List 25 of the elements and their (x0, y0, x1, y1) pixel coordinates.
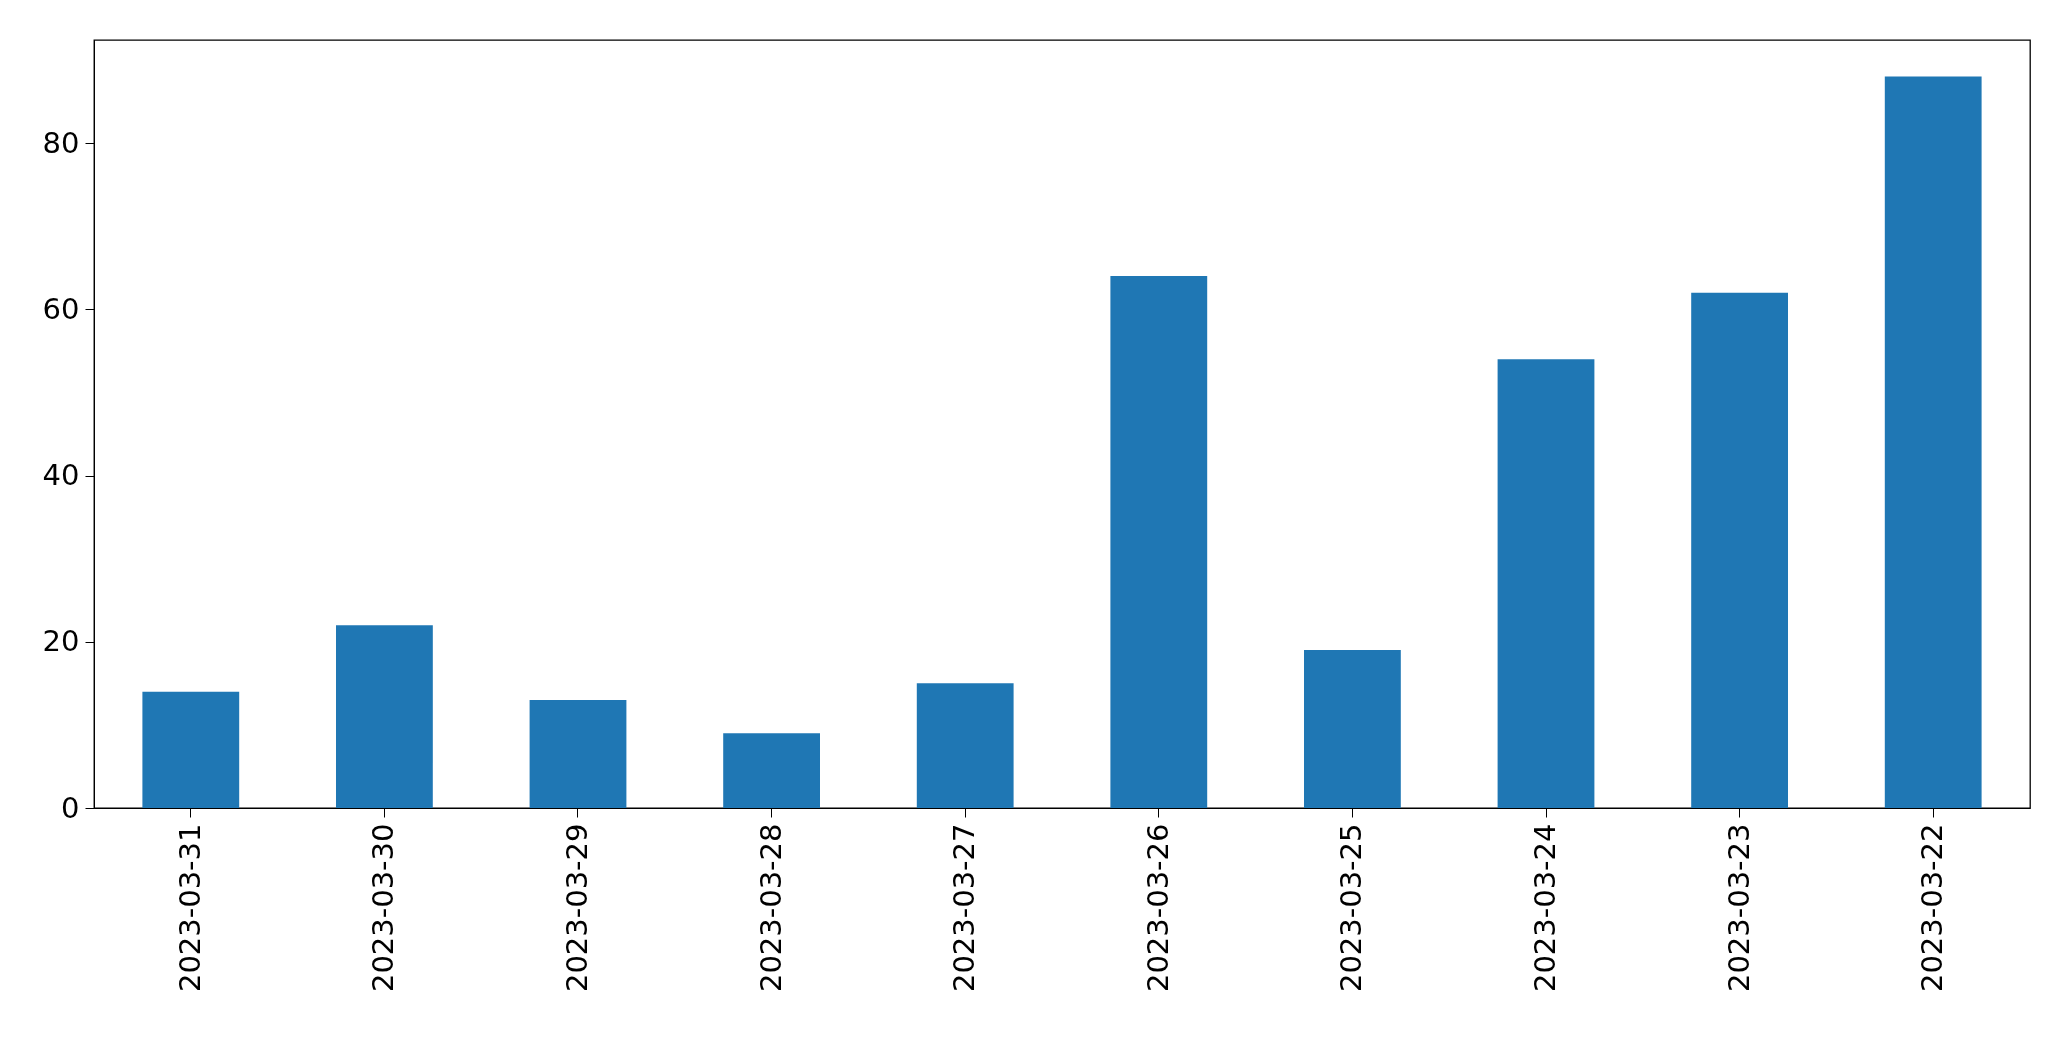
bar (1304, 650, 1401, 808)
y-tick-label: 40 (42, 458, 80, 493)
x-tick-label: 2023-03-22 (1915, 823, 1950, 993)
x-tick-label: 2023-03-24 (1528, 823, 1562, 993)
y-tick-label: 20 (42, 624, 80, 659)
x-tick-label: 2023-03-23 (1721, 823, 1756, 993)
x-tick-label: 2023-03-31 (172, 823, 207, 993)
y-tick-label: 80 (42, 125, 80, 160)
x-tick-label: 2023-03-26 (1140, 823, 1175, 993)
bar (529, 699, 627, 808)
x-tick-label: 2023-03-30 (366, 823, 401, 993)
bar (336, 625, 433, 808)
bar (142, 691, 240, 808)
x-tick-label: 2023-03-29 (560, 823, 594, 993)
x-tick-label: 2023-03-27 (947, 823, 982, 993)
bar (1691, 292, 1788, 808)
bar (1497, 359, 1595, 808)
bar (916, 683, 1014, 808)
bar (1110, 276, 1208, 808)
y-tick-label: 60 (42, 291, 80, 326)
x-tick-label: 2023-03-28 (753, 823, 788, 993)
x-tick-label: 2023-03-25 (1334, 823, 1369, 993)
bar (1884, 76, 1982, 808)
bar (723, 733, 820, 808)
y-tick-label: 0 (61, 790, 80, 825)
